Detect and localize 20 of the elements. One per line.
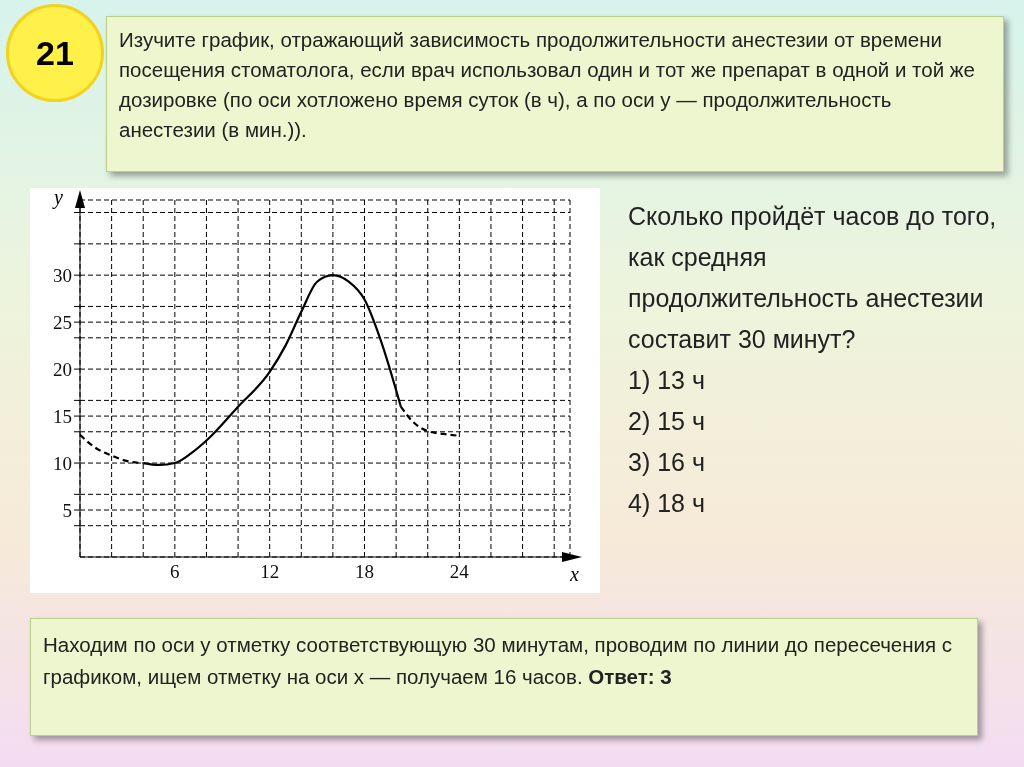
text: Сколько пройдёт часов до того, как средняя продолжительность анестезии составит 30 минут? bbox=[628, 201, 998, 355]
x-tick-label: 18 bbox=[355, 561, 375, 583]
y-axis-title: y bbox=[54, 186, 63, 209]
x-tick-label: 6 bbox=[170, 561, 180, 583]
x-tick-label: 24 bbox=[449, 561, 470, 583]
x-axis-title: x bbox=[570, 563, 579, 586]
text: Ответ: 3 bbox=[588, 665, 672, 688]
text: 2) 15 ч bbox=[628, 406, 706, 437]
y-tick-label: 20 bbox=[53, 358, 72, 380]
chart-title: Изучите график, отражающий зависимость продолжительности анестезии от времени посещения стоматолога, если врач использовал один и тот же препарат в одной и той же дозировке (по оси хотложено время суток (в ч), а по оси y — продолжительность анестезии (в мин.)). bbox=[119, 28, 975, 141]
text: 1) 13 ч bbox=[628, 365, 706, 396]
text: 4) 18 ч bbox=[628, 488, 706, 519]
x-tick-label: 12 bbox=[260, 561, 280, 583]
text: 21 bbox=[6, 4, 104, 102]
y-tick-label: 15 bbox=[53, 405, 72, 427]
text: 3) 16 ч bbox=[628, 447, 706, 478]
y-tick-label: 30 bbox=[53, 264, 72, 286]
y-tick-label: 25 bbox=[53, 311, 72, 333]
y-tick-label: 10 bbox=[53, 452, 72, 474]
y-tick-label: 5 bbox=[62, 499, 72, 521]
